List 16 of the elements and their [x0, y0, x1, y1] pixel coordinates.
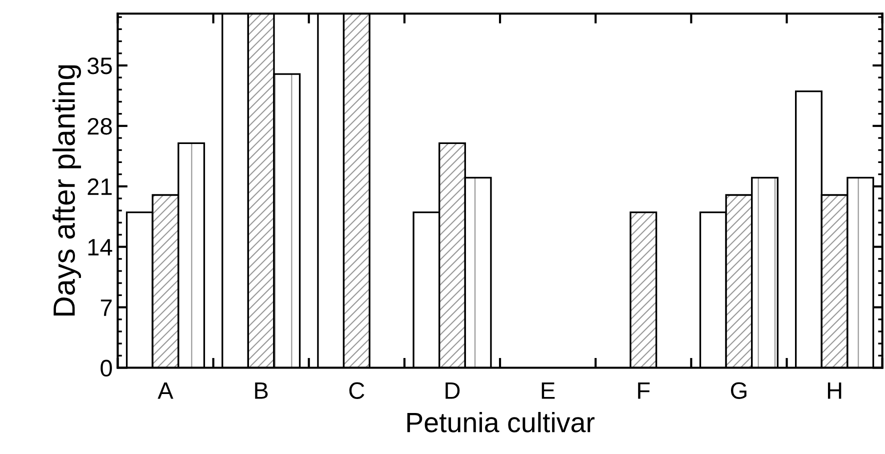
y-tick-label: 21 — [88, 178, 112, 195]
x-tick-label: G — [730, 382, 746, 399]
x-tick-label: H — [828, 382, 842, 399]
x-tick-label: B — [255, 382, 268, 399]
x-axis-title: Petunia cultivar — [407, 412, 595, 432]
y-tick-label: 0 — [100, 360, 112, 377]
x-tick-label: D — [446, 382, 460, 399]
y-tick-label: 7 — [100, 300, 112, 316]
x-tick-label: F — [638, 382, 650, 399]
y-axis-title: Days after planting — [52, 65, 82, 316]
y-tick-label: 35 — [87, 58, 112, 74]
x-tick-label: C — [349, 382, 364, 399]
x-tick-label: E — [542, 382, 555, 399]
y-tick-label: 28 — [88, 118, 112, 135]
y-tick-label: 14 — [88, 239, 112, 256]
x-tick-label: A — [158, 382, 174, 399]
